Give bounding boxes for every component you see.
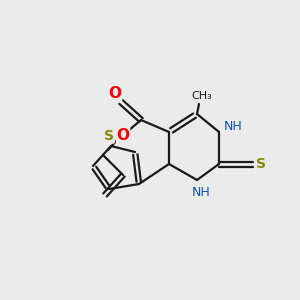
- Text: NH: NH: [224, 121, 242, 134]
- Text: CH₃: CH₃: [192, 91, 212, 101]
- Text: O: O: [116, 128, 130, 142]
- Text: O: O: [109, 86, 122, 101]
- Text: S: S: [256, 157, 266, 171]
- Text: S: S: [104, 129, 114, 143]
- Text: NH: NH: [192, 187, 210, 200]
